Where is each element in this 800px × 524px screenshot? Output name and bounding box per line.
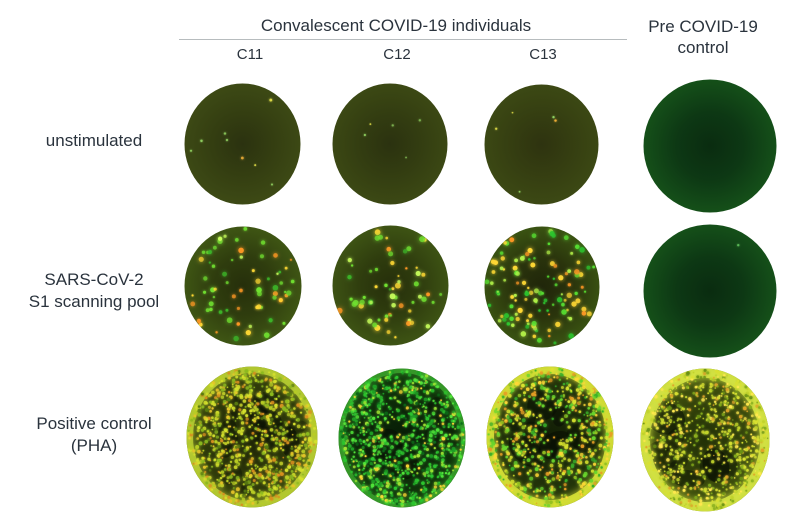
row-label-line: unstimulated — [45, 131, 143, 150]
column-label-c13: C13 — [529, 46, 557, 63]
row-label-line: (PHA) — [70, 436, 118, 455]
control-column-header: Pre COVID-19 control — [632, 16, 774, 58]
row-label-s1-scanning-pool: SARS-CoV-2 S1 scanning pool — [0, 269, 188, 313]
well-pha-C13 — [486, 366, 614, 508]
control-header-line2: control — [677, 38, 729, 57]
row-label-line: Positive control — [36, 414, 152, 433]
group-header: Convalescent COVID-19 individuals — [260, 16, 532, 35]
row-label-positive-control: Positive control (PHA) — [0, 413, 188, 457]
group-underline-rule — [179, 39, 627, 40]
column-label-c11: C11 — [236, 46, 264, 63]
well-s1pool-C11 — [184, 226, 302, 346]
row-label-unstimulated: unstimulated — [0, 130, 188, 152]
row-label-line: SARS-CoV-2 — [44, 270, 144, 289]
well-unstimulated-C12 — [332, 83, 448, 205]
well-s1pool-C12 — [332, 225, 449, 346]
well-unstimulated-precontrol — [643, 79, 777, 213]
well-s1pool-precontrol — [643, 224, 777, 358]
well-pha-C12 — [338, 368, 466, 508]
column-label-c12: C12 — [383, 46, 411, 63]
row-label-line: S1 scanning pool — [28, 292, 160, 311]
well-unstimulated-C11 — [184, 83, 301, 205]
well-s1pool-C13 — [484, 226, 600, 348]
control-header-line1: Pre COVID-19 — [648, 17, 758, 36]
well-unstimulated-C13 — [484, 84, 599, 205]
well-pha-C11 — [186, 366, 318, 508]
well-pha-precontrol — [640, 368, 770, 512]
